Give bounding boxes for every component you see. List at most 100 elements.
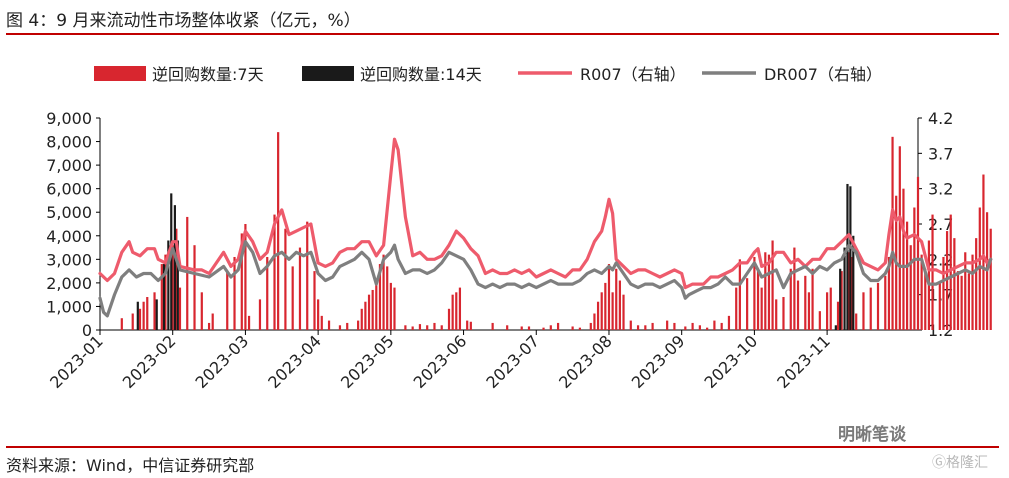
bar-7d: [393, 287, 396, 330]
right-tick-label: 4.2: [928, 109, 953, 128]
legend-label-dr007: DR007（右轴）: [764, 65, 882, 84]
bar-7d: [636, 325, 640, 330]
bar-7d: [411, 326, 414, 330]
legend-label-14d: 逆回购数量:14天: [360, 65, 482, 84]
bar-7d: [571, 326, 574, 330]
bar-7d: [455, 292, 458, 330]
x-tick-label: 2023-03: [192, 331, 253, 392]
bar-14d: [852, 235, 855, 330]
bar-7d: [207, 322, 211, 330]
bar-7d: [782, 297, 785, 330]
bar-7d: [964, 252, 967, 330]
bar-7d: [291, 266, 294, 330]
bar-7d: [618, 280, 621, 330]
bar-7d: [713, 320, 716, 330]
bar-7d: [666, 320, 669, 330]
bar-7d: [317, 299, 320, 330]
bar-14d: [834, 325, 837, 330]
bar-7d: [829, 287, 832, 330]
figure-title: 图 4：9 月来流动性市场整体收紧（亿元，%）: [6, 11, 361, 31]
bar-7d: [735, 287, 738, 330]
bar-7d: [775, 299, 778, 330]
bar-7d: [364, 301, 367, 330]
bar-7d: [589, 322, 592, 330]
bar-14d: [173, 205, 176, 330]
bar-7d: [186, 216, 189, 330]
bar-7d: [164, 254, 167, 330]
bar-7d: [615, 268, 618, 330]
axes: 0 1,000 2,000 3,000 4,000 5,000 6,000 7,000 8,00…: [46, 109, 953, 392]
bar-7d: [313, 271, 316, 330]
bar-7d: [153, 292, 156, 330]
bar-7d: [382, 254, 385, 330]
source-note: 资料来源：Wind，中信证券研究部: [6, 456, 255, 475]
bar-7d: [920, 254, 923, 330]
bar-7d: [440, 325, 443, 330]
bar-7d: [200, 292, 203, 330]
bar-7d: [258, 299, 262, 330]
bar-7d: [600, 292, 603, 330]
bar-7d: [644, 325, 647, 330]
right-tick-label: 3.7: [928, 144, 953, 163]
bar-7d: [549, 325, 552, 330]
x-tick-label: 2023-05: [337, 331, 398, 392]
bar-7d: [527, 326, 531, 330]
bar-7d: [175, 228, 178, 330]
bar-14d: [176, 240, 179, 330]
bar-7d: [226, 271, 229, 330]
legend: 逆回购数量:7天 逆回购数量:14天 R007（右轴） DR007（右轴）: [94, 65, 882, 84]
bar-7d: [847, 252, 851, 330]
bar-7d: [924, 268, 927, 330]
x-tick-label: 2023-07: [482, 331, 543, 392]
bar-7d: [360, 308, 363, 330]
bar-7d: [684, 326, 687, 330]
bar-7d: [756, 268, 760, 330]
bar-14d: [846, 183, 849, 330]
bar-7d: [698, 325, 701, 330]
bar-7d: [160, 264, 163, 330]
watermark-logo: Ⓖ格隆汇: [932, 455, 988, 471]
bar-7d: [876, 282, 880, 330]
bar-7d: [277, 132, 280, 330]
x-tick-label: 2023-10: [701, 331, 762, 392]
bar-7d: [386, 266, 389, 330]
bar-7d: [593, 313, 596, 330]
title-rule: [6, 33, 999, 35]
x-tick-label: 2023-01: [46, 331, 107, 392]
bar-7d: [855, 313, 858, 330]
bar-7d: [131, 313, 134, 330]
bar-7d: [771, 240, 774, 330]
line-r007: [98, 137, 993, 290]
bar-14d: [162, 264, 166, 330]
bar-7d: [978, 207, 981, 330]
bar-series: [120, 132, 992, 330]
bar-7d: [902, 188, 905, 330]
source-rule: [6, 446, 999, 448]
bar-7d: [913, 207, 916, 330]
bar-7d: [138, 308, 142, 330]
bar-7d: [458, 287, 462, 330]
bar-7d: [811, 268, 814, 330]
bar-14d: [155, 299, 158, 330]
bar-7d: [338, 325, 342, 330]
legend-label-7d: 逆回购数量:7天: [152, 65, 264, 84]
bar-7d: [320, 315, 323, 330]
bar-7d: [622, 294, 625, 330]
bar-7d: [942, 256, 945, 330]
left-tick-label: 6,000: [46, 180, 92, 199]
bar-7d: [753, 256, 756, 330]
x-tick-label: 2023-04: [264, 331, 325, 392]
bar-7d: [807, 292, 811, 330]
bar-7d: [273, 214, 276, 330]
bar-7d: [466, 320, 469, 330]
bar-7d: [887, 256, 891, 330]
bar-7d: [607, 264, 611, 330]
bar-7d: [506, 325, 509, 330]
bar-7d: [120, 318, 123, 330]
left-tick-label: 7,000: [46, 156, 92, 175]
bar-7d: [346, 322, 349, 330]
bar-7d: [938, 282, 941, 330]
bar-7d: [651, 322, 654, 330]
bar-14d: [136, 301, 139, 330]
